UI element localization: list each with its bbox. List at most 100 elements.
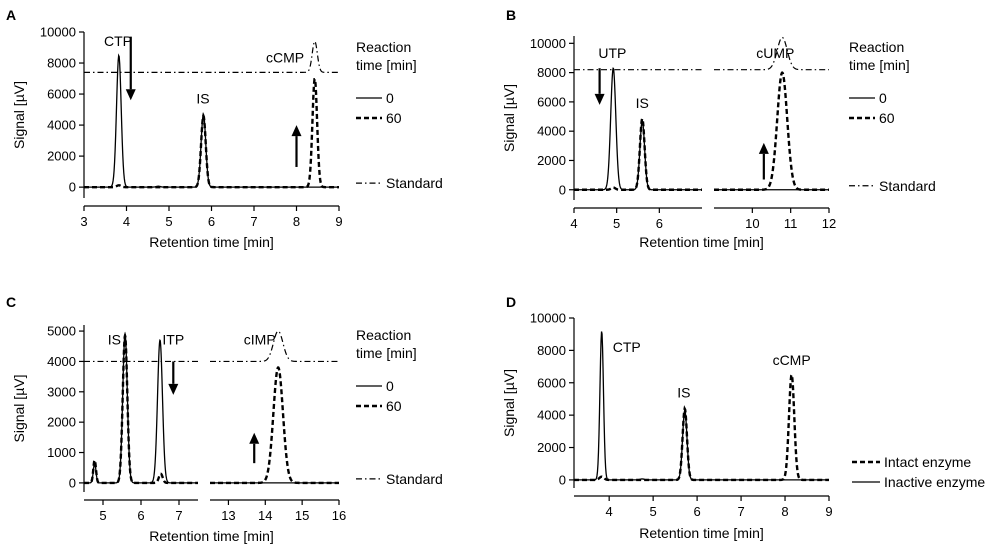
series-line-solid	[574, 331, 829, 481]
x-tick-label: 5	[165, 214, 172, 229]
panel-letter: D	[506, 294, 516, 310]
peak-label: IS	[196, 90, 209, 106]
y-tick-label: 4000	[537, 408, 566, 423]
y-tick-label: 10000	[530, 311, 566, 326]
series-line-dashdot	[714, 36, 829, 71]
series-line-dashed	[574, 117, 702, 191]
y-tick-label: 2000	[47, 415, 76, 430]
legend-label: Intact enzyme	[884, 454, 971, 470]
arrow-head	[758, 142, 769, 154]
arrow-head	[168, 383, 179, 395]
legend: Intact enzyme Inactive enzyme	[852, 454, 985, 490]
x-axis-title: Retention time [min]	[639, 525, 764, 541]
arrow-head	[249, 432, 260, 444]
y-tick-label: 6000	[537, 375, 566, 390]
series-line-solid	[84, 53, 339, 188]
y-axis-title: Signal [µV]	[501, 369, 517, 437]
y-tick-label: 4000	[47, 354, 76, 369]
peak-label: IS	[636, 95, 649, 111]
panel-letter: B	[506, 7, 516, 23]
y-tick-label: 2000	[537, 153, 566, 168]
x-tick-label: 9	[335, 214, 342, 229]
x-tick-label: 5	[650, 504, 657, 519]
legend-label: 60	[879, 110, 895, 126]
y-tick-label: 5000	[47, 324, 76, 339]
x-axis-title: Retention time [min]	[149, 234, 274, 250]
panel-letter: A	[6, 7, 16, 23]
series-line-dashed	[574, 371, 829, 482]
x-tick-label: 13	[221, 508, 235, 523]
x-tick-label: 6	[208, 214, 215, 229]
panel-d: D 0 2000 4000 6000 8000 10000 Signal [µV] 4 5 6 7 8 9…	[501, 294, 985, 541]
x-tick-label: 14	[258, 508, 272, 523]
y-tick-label: 1000	[47, 445, 76, 460]
peak-label: CTP	[104, 33, 132, 49]
y-tick-label: 0	[69, 475, 76, 490]
arrow-head	[125, 89, 136, 101]
y-axis-title: Signal [µV]	[501, 84, 517, 152]
legend: Reaction time [min] 0 60 Standard	[356, 39, 443, 191]
legend-label: 0	[386, 378, 394, 394]
x-axis-title: Retention time [min]	[149, 528, 274, 544]
panel-letter: C	[6, 294, 16, 310]
y-tick-label: 6000	[537, 94, 566, 109]
x-tick-label: 5	[99, 508, 106, 523]
y-tick-label: 0	[559, 472, 566, 487]
legend-title: time [min]	[356, 345, 417, 361]
x-tick-label: 7	[737, 504, 744, 519]
y-tick-label: 8000	[537, 65, 566, 80]
x-tick-label: 15	[295, 508, 309, 523]
y-axis-title: Signal [µV]	[11, 81, 27, 149]
panel-c: C 0 1000 2000 3000 4000 5000 Signal [µV] 5 6 7 13 14…	[6, 294, 443, 544]
y-tick-label: 6000	[47, 87, 76, 102]
panel-a: A 0 2000 4000 6000 8000 10000 Signal [µV] 3 4 5 6 7 8…	[6, 7, 443, 250]
peak-label: cIMP	[244, 332, 276, 348]
x-tick-label: 4	[570, 216, 577, 231]
peak-label: UTP	[598, 45, 626, 61]
legend-label: Standard	[386, 471, 443, 487]
legend-label: Standard	[386, 175, 443, 191]
legend-title: Reaction	[849, 39, 904, 55]
peak-label: cCMP	[266, 49, 304, 65]
peak-label: IS	[677, 384, 690, 400]
series-line-dashed	[210, 366, 339, 485]
y-tick-label: 8000	[537, 343, 566, 358]
legend-label: 60	[386, 110, 402, 126]
x-tick-label: 16	[332, 508, 346, 523]
legend-label: 60	[386, 398, 402, 414]
legend-label: Inactive enzyme	[884, 474, 985, 490]
arrow-head	[594, 93, 605, 105]
legend-title: Reaction	[356, 327, 411, 343]
y-tick-label: 10000	[40, 25, 76, 40]
series-line-dashed	[84, 77, 339, 189]
x-tick-label: 7	[175, 508, 182, 523]
peak-label: ITP	[162, 332, 184, 348]
legend: Reaction time [min] 0 60 Standard	[849, 39, 936, 194]
peak-label: IS	[108, 332, 121, 348]
x-tick-label: 8	[781, 504, 788, 519]
legend-label: 0	[879, 90, 887, 106]
peak-label: cUMP	[756, 45, 794, 61]
x-tick-label: 5	[613, 216, 620, 231]
x-tick-label: 8	[293, 214, 300, 229]
y-tick-label: 2000	[47, 149, 76, 164]
x-tick-label: 6	[137, 508, 144, 523]
y-tick-label: 0	[69, 180, 76, 195]
x-tick-label: 12	[822, 216, 836, 231]
legend-title: time [min]	[849, 57, 910, 73]
y-tick-label: 10000	[530, 36, 566, 51]
series-line-dashed	[714, 71, 829, 191]
y-tick-label: 0	[559, 182, 566, 197]
legend-label: Standard	[879, 178, 936, 194]
legend-label: 0	[386, 90, 394, 106]
panel-b: B 0 2000 4000 6000 8000 10000 Signal [µV] 4 5 6 10 1…	[501, 7, 936, 250]
x-tick-label: 4	[606, 504, 613, 519]
x-tick-label: 6	[693, 504, 700, 519]
y-tick-label: 3000	[47, 384, 76, 399]
legend-title: Reaction	[356, 39, 411, 55]
y-tick-label: 4000	[47, 118, 76, 133]
y-tick-label: 8000	[47, 56, 76, 71]
series-line-solid	[84, 331, 198, 484]
x-axis-title: Retention time [min]	[639, 234, 764, 250]
